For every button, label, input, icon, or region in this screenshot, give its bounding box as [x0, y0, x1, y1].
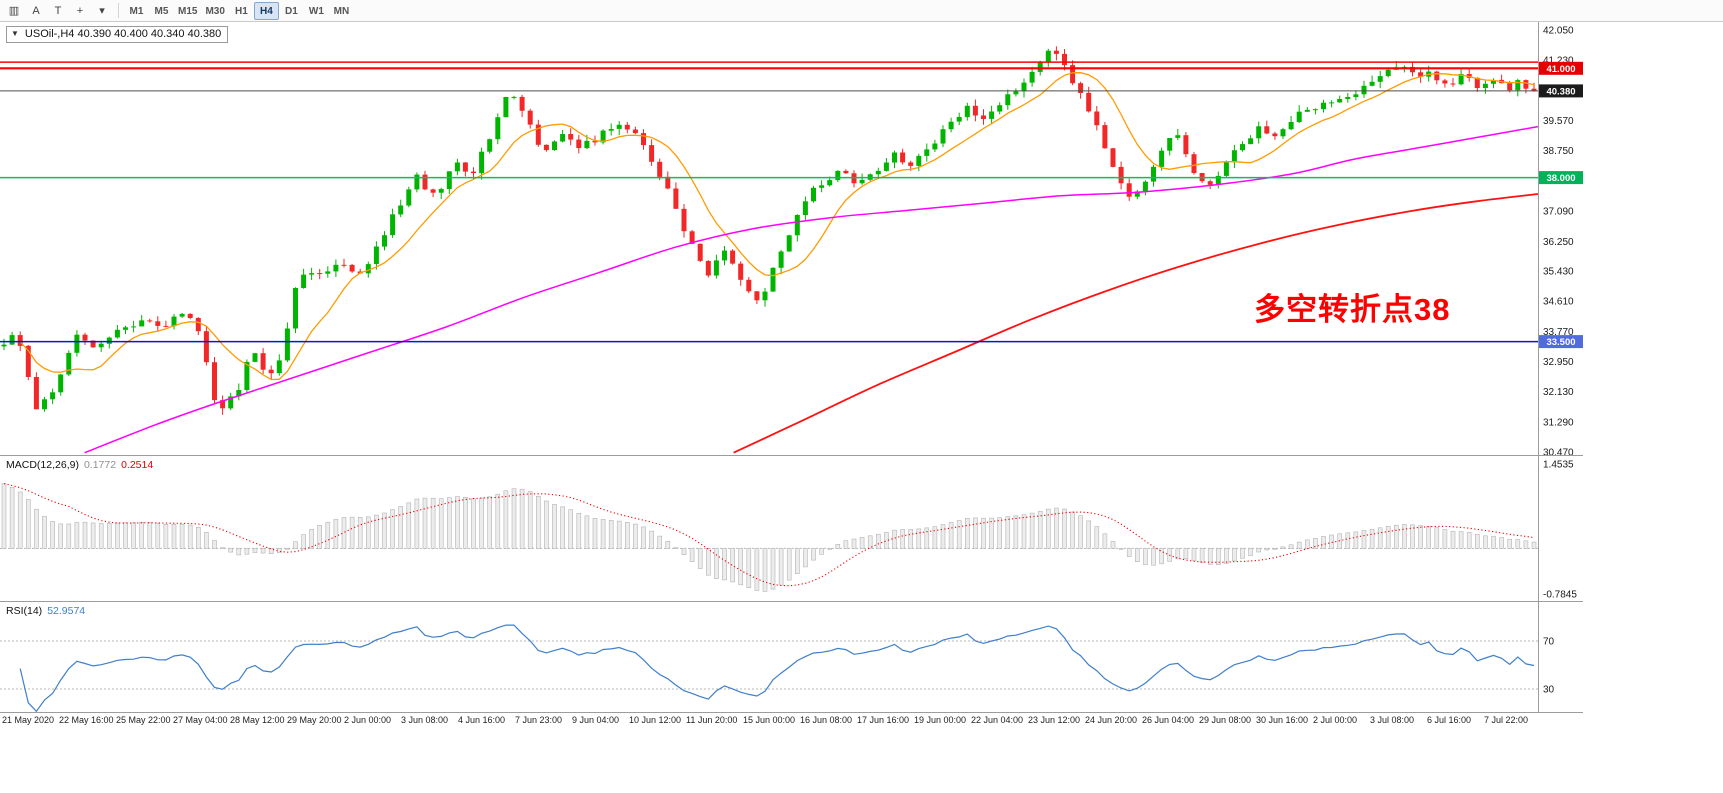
time-axis-label: 30 Jun 16:00 [1256, 715, 1309, 725]
timeframe-button-D1[interactable]: D1 [285, 5, 298, 17]
toolbar-separator [118, 3, 119, 18]
rsi-level-label: 30 [1543, 685, 1555, 696]
time-axis-label: 3 Jun 08:00 [401, 715, 449, 725]
time-axis-label: 26 Jun 04:00 [1142, 715, 1195, 725]
timeframe-button-W1[interactable]: W1 [308, 5, 324, 17]
time-axis-label: 27 May 04:00 [173, 715, 228, 725]
symbol-ohlc-text: USOil-,H4 40.390 40.400 40.340 40.380 [24, 28, 222, 40]
time-axis-label: 2 Jul 00:00 [1313, 715, 1358, 725]
svg-text:40.380: 40.380 [1546, 86, 1575, 97]
price-axis-label: 39.570 [1543, 116, 1574, 127]
rsi-label: RSI(14) 52.9574 [6, 605, 90, 617]
price-axis-label: 32.950 [1543, 357, 1574, 368]
cursor-tool-icon[interactable]: A [32, 5, 40, 17]
time-axis-label: 24 Jun 20:00 [1085, 715, 1138, 725]
price-axis-label: 32.130 [1543, 387, 1574, 398]
time-axis-label: 29 Jun 08:00 [1199, 715, 1252, 725]
macd-main-value: 0.1772 [83, 459, 117, 471]
timeframe-buttons-group: M1 M5 M15 M30 H1 H4 D1 W1 MN [124, 1, 354, 21]
timeframe-button-M15[interactable]: M15 [178, 5, 198, 17]
time-axis-label: 29 May 20:00 [287, 715, 342, 725]
chart-window-icon[interactable]: ▥ [8, 5, 20, 17]
time-axis: 21 May 2020 22 May 16:00 25 May 22:00 27 Ma… [0, 712, 1583, 727]
time-axis-label: 7 Jun 23:00 [515, 715, 563, 725]
time-axis-label: 9 Jun 04:00 [572, 715, 620, 725]
price-axis-badge: 33.500 [1539, 335, 1583, 349]
svg-text:33.500: 33.500 [1546, 337, 1575, 348]
price-axis-badge: 40.380 [1539, 84, 1583, 98]
timeframe-button-H1[interactable]: H1 [235, 5, 248, 17]
rsi-level-label: 70 [1543, 637, 1555, 648]
ma-fast-line [19, 72, 1535, 381]
macd-signal-value: 0.2514 [121, 459, 154, 471]
timeframe-button-M1[interactable]: M1 [129, 5, 144, 17]
text-tool-icon[interactable]: T [54, 5, 62, 17]
macd-histogram [1, 483, 1537, 592]
price-axis-label: 33.770 [1543, 327, 1574, 338]
time-axis-label: 16 Jun 08:00 [800, 715, 853, 725]
macd-axis-top-label: 1.4535 [1543, 460, 1574, 471]
time-axis-label: 22 Jun 04:00 [971, 715, 1024, 725]
price-chart-canvas[interactable]: 42.050 41.230 39.570 38.750 37.090 36.250 35.4… [0, 22, 1583, 455]
time-axis-label: 10 Jun 12:00 [629, 715, 682, 725]
time-axis-label: 7 Jul 22:00 [1484, 715, 1529, 725]
symbol-ohlc-label[interactable]: ▼ USOil-,H4 40.390 40.400 40.340 40.380 [6, 26, 229, 43]
time-axis-label: 6 Jul 16:00 [1427, 715, 1472, 725]
timeframe-button-MN[interactable]: MN [333, 5, 350, 17]
time-axis-label: 3 Jul 08:00 [1370, 715, 1415, 725]
time-axis-label: 23 Jun 12:00 [1028, 715, 1081, 725]
time-axis-label: 19 Jun 00:00 [914, 715, 967, 725]
price-axis-label: 38.750 [1543, 146, 1574, 157]
toolbar: ▥ A T + ▾ M1 M5 M15 M30 H1 H4 D1 W1 MN [0, 0, 1723, 22]
rsi-line [19, 624, 1535, 713]
time-axis-label: 21 May 2020 [2, 715, 55, 725]
macd-name: MACD(12,26,9) [6, 459, 79, 471]
ma-slow-line [84, 125, 1538, 454]
time-axis-label: 15 Jun 00:00 [743, 715, 796, 725]
price-axis-label: 30.470 [1543, 448, 1574, 456]
price-axis-label: 36.250 [1543, 237, 1574, 248]
macd-chart-canvas[interactable]: 1.4535 -0.7845 [0, 456, 1583, 602]
price-axis-label: 41.230 [1543, 55, 1574, 66]
price-axis-label: 34.610 [1543, 297, 1574, 308]
svg-text:38.000: 38.000 [1546, 173, 1575, 184]
rsi-name: RSI(14) [6, 605, 43, 617]
time-axis-label: 25 May 22:00 [116, 715, 171, 725]
collapse-arrow-icon[interactable]: ▼ [11, 29, 19, 38]
candlestick-series [1, 46, 1537, 415]
ma-long-line [733, 193, 1538, 454]
svg-text:41.000: 41.000 [1546, 64, 1575, 75]
rsi-value: 52.9574 [47, 605, 86, 617]
price-axis-label: 42.050 [1543, 26, 1574, 37]
toolbar-tools-group: ▥ A T + ▾ [3, 1, 113, 20]
price-axis-label: 31.290 [1543, 418, 1574, 429]
price-panel[interactable]: 42.050 41.230 39.570 38.750 37.090 36.250 35.4… [0, 22, 1583, 455]
price-axis-label: 35.430 [1543, 267, 1574, 278]
price-axis-label: 37.090 [1543, 206, 1574, 217]
chart-window: 42.050 41.230 39.570 38.750 37.090 36.250 35.4… [0, 22, 1583, 727]
tool-dropdown-icon[interactable]: ▾ [99, 5, 105, 17]
timeframe-button-H4[interactable]: H4 [253, 2, 279, 21]
macd-axis-bottom-label: -0.7845 [1543, 590, 1577, 601]
price-axis-badge: 38.000 [1539, 171, 1583, 185]
timeframe-button-M30[interactable]: M30 [205, 5, 225, 17]
time-axis-label: 28 May 12:00 [230, 715, 285, 725]
timeframe-button-M5[interactable]: M5 [154, 5, 169, 17]
time-axis-label: 2 Jun 00:00 [344, 715, 392, 725]
time-axis-label: 22 May 16:00 [59, 715, 114, 725]
macd-label: MACD(12,26,9) 0.1772 0.2514 [6, 459, 158, 471]
rsi-panel[interactable]: 70 30 RSI(14) 52.9574 [0, 601, 1583, 713]
time-axis-label: 4 Jun 16:00 [458, 715, 506, 725]
chart-annotation: 多空转折点38 [1254, 292, 1451, 327]
price-axis-badge: 41.000 [1539, 61, 1583, 75]
macd-panel[interactable]: 1.4535 -0.7845 MACD(12,26,9) 0.1772 0.2514 [0, 455, 1583, 602]
time-axis-label: 11 Jun 20:00 [686, 715, 738, 725]
rsi-chart-canvas[interactable]: 70 30 [0, 602, 1583, 713]
time-axis-label: 17 Jun 16:00 [857, 715, 910, 725]
macd-signal-line [3, 483, 1535, 587]
crosshair-tool-icon[interactable]: + [76, 5, 84, 17]
